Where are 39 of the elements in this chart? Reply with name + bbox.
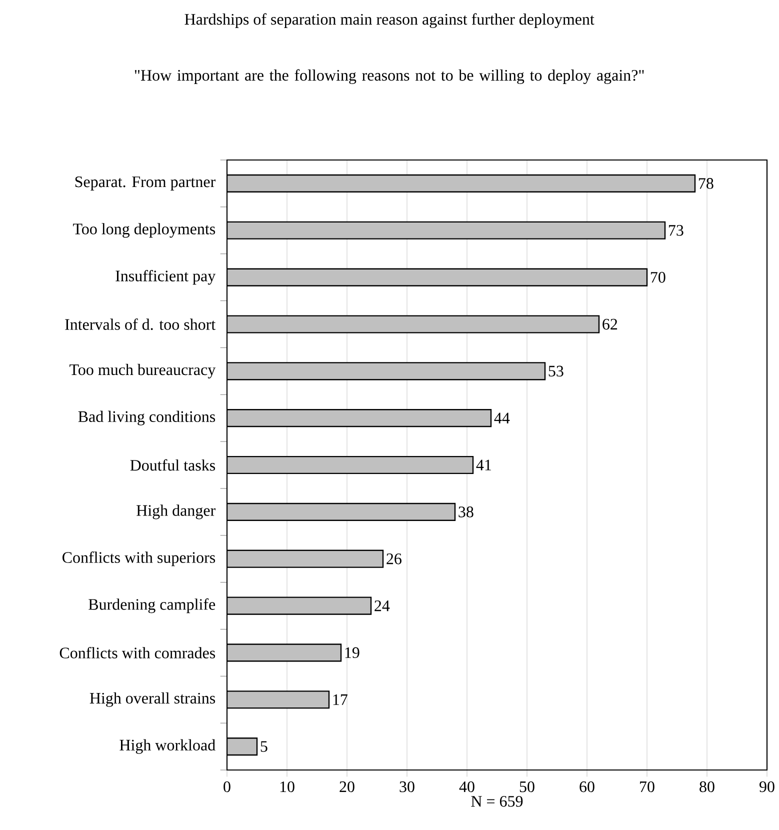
y-tick-label: Too much bureaucracy <box>69 364 216 378</box>
data-label: 26 <box>386 553 402 564</box>
y-tick-label: High danger <box>136 504 216 520</box>
x-tick-label: 90 <box>759 781 774 792</box>
x-tick-label: 70 <box>640 781 654 792</box>
data-label: 41 <box>476 460 491 470</box>
x-tick-label: 30 <box>400 781 414 792</box>
data-label: 70 <box>650 272 666 283</box>
y-tick-label: High workload <box>119 739 216 754</box>
y-tick-label: Too long deployments <box>72 223 215 238</box>
data-label: 53 <box>548 366 564 377</box>
data-label: 24 <box>374 600 390 612</box>
x-tick-label: 0 <box>223 781 230 792</box>
x-tick-label: 10 <box>280 781 294 792</box>
chart-subtitle: "How important are the following reasons not to be willing to deploy again?" <box>134 69 644 84</box>
data-label: 44 <box>494 412 510 424</box>
x-tick-label: 60 <box>579 781 594 792</box>
data-label: 73 <box>668 225 684 236</box>
x-tick-label: 50 <box>520 781 534 792</box>
y-tick-label: High overall strains <box>90 692 215 707</box>
data-label: 78 <box>698 178 714 189</box>
x-axis-title: N = 659 <box>470 796 522 807</box>
x-tick-label: 40 <box>459 781 474 792</box>
y-tick-label: Bad living conditions <box>78 410 215 426</box>
data-label: 17 <box>333 694 348 705</box>
y-tick-label: Intervals of d. too short <box>64 318 216 330</box>
y-tick-label: Doutful tasks <box>130 459 215 471</box>
y-tick-label: Conflicts with comrades <box>60 646 215 658</box>
y-tick-label: Burdening camplife <box>88 598 215 614</box>
y-tick-label: Conflicts with superiors <box>62 552 215 566</box>
data-label: 62 <box>602 318 617 330</box>
data-label: 19 <box>345 647 360 658</box>
x-tick-label: 80 <box>699 781 714 792</box>
y-tick-label: Separat. From partner <box>75 176 216 190</box>
x-tick-label: 20 <box>339 781 354 792</box>
data-label: 5 <box>260 741 268 752</box>
y-tick-label: Insufficient pay <box>115 270 216 285</box>
chart-title: Hardships of separation main reason against further deployment <box>184 13 594 28</box>
data-label: 38 <box>458 506 474 518</box>
